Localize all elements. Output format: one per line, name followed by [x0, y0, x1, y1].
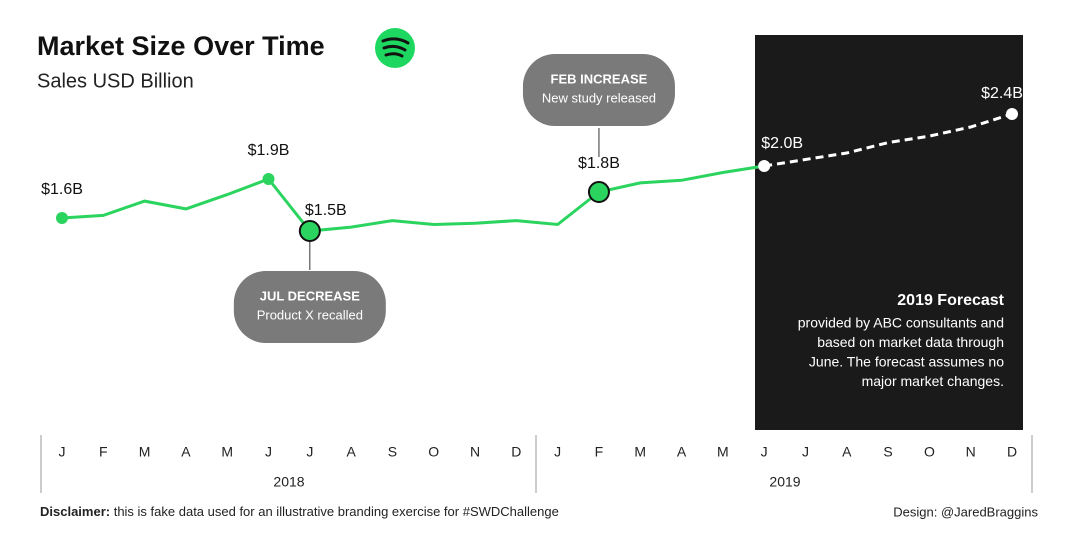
callout-box — [522, 54, 675, 126]
data-label: $2.4B — [981, 85, 1023, 102]
x-tick-label: J — [554, 444, 561, 460]
x-tick-label: J — [265, 444, 272, 460]
x-tick-label: J — [802, 444, 809, 460]
x-tick-label: N — [966, 444, 976, 460]
series-line — [61, 164, 765, 233]
point-marker — [1006, 108, 1018, 120]
x-tick-label: D — [1007, 444, 1017, 460]
disclaimer-text: this is fake data used for an illustrati… — [110, 504, 559, 519]
chart-title: Market Size Over Time — [37, 31, 325, 61]
callout-text: New study released — [542, 90, 656, 105]
x-tick-label: M — [139, 444, 151, 460]
x-tick-label: A — [346, 444, 356, 460]
forecast-title: 2019 Forecast — [897, 292, 1004, 309]
point-marker — [758, 160, 771, 172]
chart-subtitle: Sales USD Billion — [37, 70, 194, 92]
x-tick-label: S — [388, 444, 397, 460]
forecast-text: major market changes. — [862, 373, 1004, 389]
year-label: 2019 — [769, 474, 800, 490]
callout-title: JUL DECREASE — [260, 288, 361, 303]
x-tick-label: A — [181, 444, 191, 460]
data-label: $1.6B — [41, 181, 83, 198]
x-tick-label: F — [99, 444, 108, 460]
callout-title: FEB INCREASE — [551, 71, 648, 86]
data-label: $1.9B — [248, 142, 290, 159]
x-tick-label: M — [717, 444, 729, 460]
x-tick-label: J — [59, 444, 66, 460]
series-line — [763, 112, 1013, 168]
point-marker — [587, 181, 610, 203]
x-tick-label: A — [677, 444, 687, 460]
forecast-text: June. The forecast assumes no — [809, 354, 1004, 370]
x-tick-label: O — [428, 444, 439, 460]
point-marker — [56, 212, 68, 224]
x-tick-label: F — [595, 444, 604, 460]
data-label: $2.0B — [761, 135, 803, 152]
callout-text: Product X recalled — [257, 307, 363, 322]
x-tick-label: S — [883, 444, 892, 460]
forecast-text: provided by ABC consultants and — [798, 315, 1004, 331]
x-tick-label: O — [924, 444, 935, 460]
forecast-text: based on market data through — [817, 334, 1004, 350]
credit: Design: @JaredBraggins — [893, 504, 1038, 519]
x-tick-label: D — [511, 444, 521, 460]
disclaimer-label: Disclaimer: — [40, 504, 110, 519]
x-tick-label: M — [634, 444, 646, 460]
point-marker — [262, 173, 275, 185]
x-tick-label: J — [306, 444, 313, 460]
point-marker — [298, 220, 321, 242]
x-tick-label: A — [842, 444, 852, 460]
callout-box — [233, 271, 386, 343]
x-tick-label: J — [761, 444, 768, 460]
x-tick-label: N — [470, 444, 480, 460]
forecast-box — [755, 35, 1023, 430]
spotify-logo — [375, 28, 415, 68]
data-label: $1.5B — [305, 202, 347, 219]
x-tick-label: M — [221, 444, 233, 460]
data-label: $1.8B — [578, 155, 620, 172]
disclaimer: Disclaimer: this is fake data used for a… — [40, 504, 559, 519]
year-label: 2018 — [273, 474, 304, 490]
